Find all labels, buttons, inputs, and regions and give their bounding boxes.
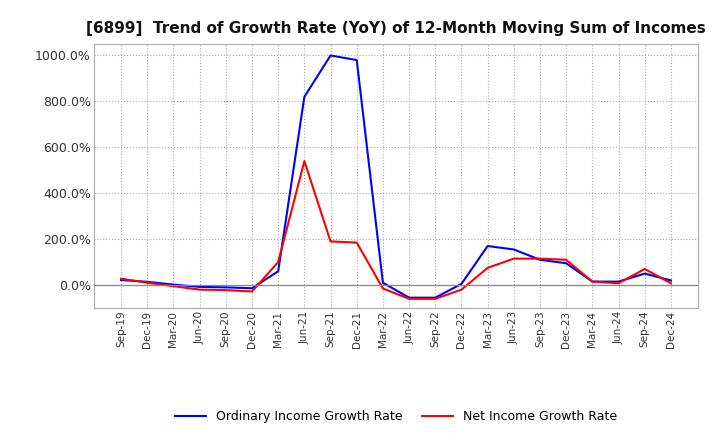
Net Income Growth Rate xyxy=(379,286,387,291)
Net Income Growth Rate xyxy=(143,280,152,286)
Net Income Growth Rate xyxy=(536,256,544,261)
Ordinary Income Growth Rate xyxy=(274,269,282,274)
Net Income Growth Rate xyxy=(640,266,649,271)
Line: Ordinary Income Growth Rate: Ordinary Income Growth Rate xyxy=(121,55,671,298)
Net Income Growth Rate xyxy=(326,239,335,244)
Ordinary Income Growth Rate xyxy=(352,58,361,63)
Ordinary Income Growth Rate xyxy=(300,94,309,99)
Ordinary Income Growth Rate xyxy=(117,277,125,282)
Net Income Growth Rate xyxy=(483,265,492,271)
Ordinary Income Growth Rate xyxy=(405,295,413,301)
Net Income Growth Rate xyxy=(562,257,570,262)
Ordinary Income Growth Rate xyxy=(169,282,178,287)
Ordinary Income Growth Rate xyxy=(483,243,492,249)
Net Income Growth Rate xyxy=(195,287,204,292)
Ordinary Income Growth Rate xyxy=(195,284,204,290)
Net Income Growth Rate xyxy=(169,283,178,289)
Ordinary Income Growth Rate xyxy=(431,295,440,301)
Ordinary Income Growth Rate xyxy=(510,247,518,252)
Ordinary Income Growth Rate xyxy=(143,279,152,285)
Ordinary Income Growth Rate xyxy=(326,53,335,58)
Ordinary Income Growth Rate xyxy=(667,278,675,283)
Net Income Growth Rate xyxy=(405,296,413,301)
Net Income Growth Rate xyxy=(117,276,125,281)
Net Income Growth Rate xyxy=(588,279,597,284)
Net Income Growth Rate xyxy=(352,240,361,245)
Net Income Growth Rate xyxy=(274,260,282,265)
Ordinary Income Growth Rate xyxy=(640,271,649,276)
Line: Net Income Growth Rate: Net Income Growth Rate xyxy=(121,161,671,299)
Title: [6899]  Trend of Growth Rate (YoY) of 12-Month Moving Sum of Incomes: [6899] Trend of Growth Rate (YoY) of 12-… xyxy=(86,21,706,36)
Net Income Growth Rate xyxy=(510,256,518,261)
Ordinary Income Growth Rate xyxy=(536,257,544,262)
Net Income Growth Rate xyxy=(667,281,675,286)
Ordinary Income Growth Rate xyxy=(588,279,597,284)
Ordinary Income Growth Rate xyxy=(614,279,623,284)
Net Income Growth Rate xyxy=(248,289,256,294)
Ordinary Income Growth Rate xyxy=(222,285,230,290)
Legend: Ordinary Income Growth Rate, Net Income Growth Rate: Ordinary Income Growth Rate, Net Income … xyxy=(170,406,622,429)
Ordinary Income Growth Rate xyxy=(248,286,256,291)
Ordinary Income Growth Rate xyxy=(562,260,570,266)
Net Income Growth Rate xyxy=(431,296,440,301)
Ordinary Income Growth Rate xyxy=(379,280,387,286)
Ordinary Income Growth Rate xyxy=(457,281,466,286)
Net Income Growth Rate xyxy=(457,287,466,292)
Net Income Growth Rate xyxy=(300,158,309,164)
Net Income Growth Rate xyxy=(614,281,623,286)
Net Income Growth Rate xyxy=(222,287,230,293)
